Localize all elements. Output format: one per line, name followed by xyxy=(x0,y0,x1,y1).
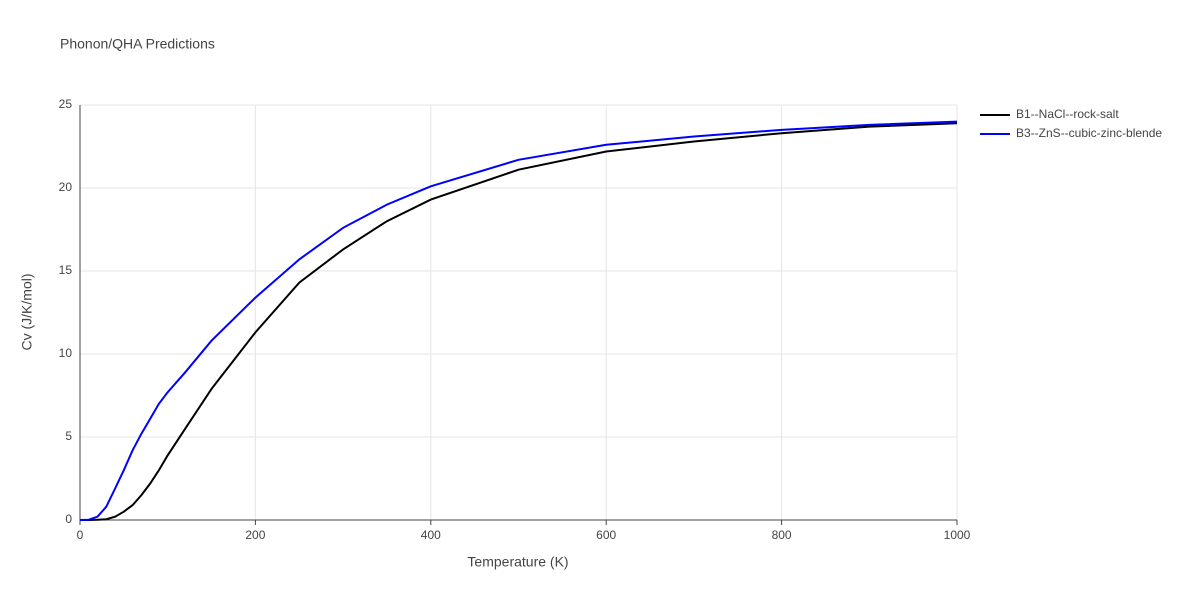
y-tick-label: 5 xyxy=(65,429,72,443)
x-tick-label: 200 xyxy=(245,528,265,542)
x-axis-label: Temperature (K) xyxy=(467,554,568,570)
x-tick-label: 600 xyxy=(596,528,616,542)
x-tick-label: 1000 xyxy=(944,528,971,542)
series-line xyxy=(80,122,958,521)
x-tick-label: 800 xyxy=(772,528,792,542)
y-tick-label: 25 xyxy=(59,97,73,111)
series-line xyxy=(79,120,958,521)
x-tick-label: 400 xyxy=(421,528,441,542)
chart-title: Phonon/QHA Predictions xyxy=(60,36,215,52)
y-axis-label: Cv (J/K/mol) xyxy=(19,274,35,351)
y-tick-label: 20 xyxy=(59,180,73,194)
legend-label: B1--NaCl--rock-salt xyxy=(1016,107,1119,121)
x-tick-label: 0 xyxy=(77,528,84,542)
y-tick-label: 15 xyxy=(59,263,73,277)
y-tick-label: 0 xyxy=(65,512,72,526)
legend-label: B3--ZnS--cubic-zinc-blende xyxy=(1016,126,1162,140)
y-tick-label: 10 xyxy=(59,346,73,360)
